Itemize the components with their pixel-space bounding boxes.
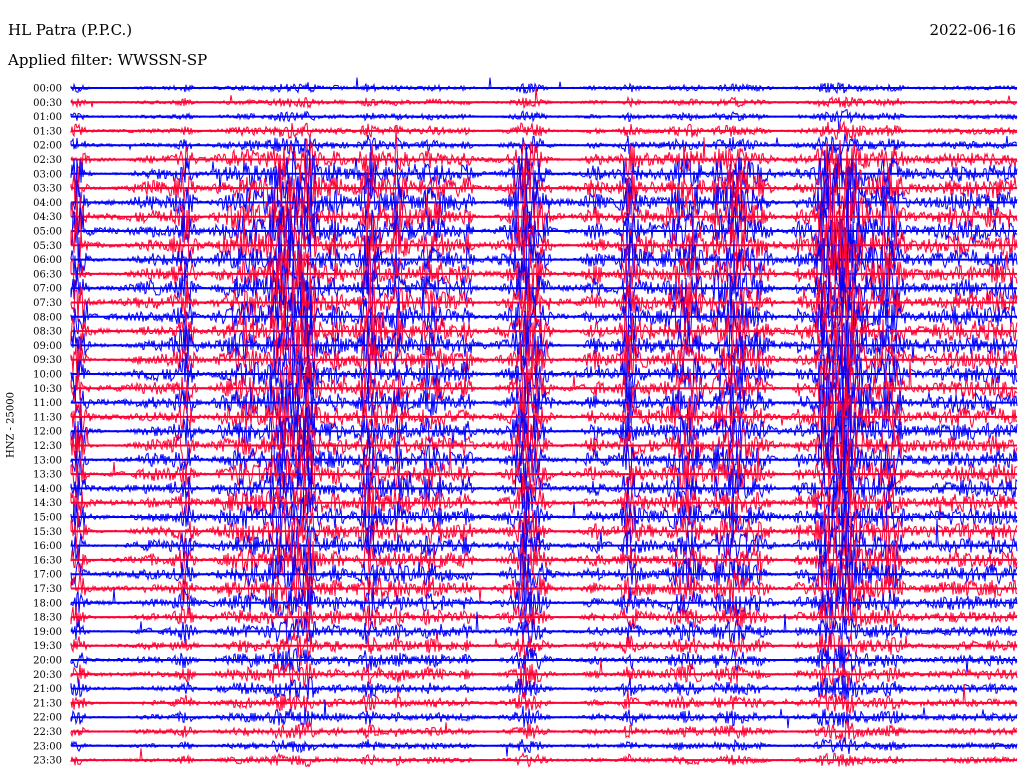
trace-row [70,674,1018,701]
row-time-label: 17:30 [33,584,62,595]
date-label: 2022-06-16 [929,21,1016,39]
trace-row [70,224,1018,293]
trace-row [70,459,1018,518]
trace-row [70,699,1018,729]
trace-row [70,158,1018,222]
row-time-label: 03:00 [33,169,62,180]
trace-row [70,424,1018,492]
row-time-label: 05:00 [33,227,62,238]
trace-row [70,520,1018,585]
row-time-label: 20:00 [33,656,62,667]
row-time-label: 07:30 [33,298,62,309]
row-time-label: 22:30 [33,727,62,738]
row-time-label: 12:30 [33,441,62,452]
row-time-label: 09:30 [33,355,62,366]
row-time-label: 03:30 [33,184,62,195]
row-time-label: 13:00 [33,455,62,466]
row-time-label: 05:30 [33,241,62,252]
filter-label: Applied filter: WWSSN-SP [8,51,208,69]
row-time-label: 22:00 [33,713,62,724]
row-time-label: 11:00 [33,398,62,409]
trace-row [70,475,1018,533]
trace-row [70,388,1017,448]
row-time-label: 16:00 [33,541,62,552]
row-time-label: 23:30 [33,756,62,767]
row-time-label: 23:00 [33,741,62,752]
row-time-label: 21:30 [33,698,62,709]
trace-row [70,748,1018,768]
row-time-label: 15:30 [33,527,62,538]
row-time-label: 00:00 [33,84,62,95]
row-time-label: 01:30 [33,126,62,137]
row-time-label: 11:30 [33,412,62,423]
row-time-label: 14:30 [33,498,62,509]
row-time-label: 04:00 [33,198,62,209]
trace-row [70,87,1018,110]
row-time-label: 18:00 [33,598,62,609]
row-time-label: 14:00 [33,484,62,495]
trace-row [70,258,1018,315]
row-time-label: 17:00 [33,570,62,581]
trace-row [70,660,1018,689]
row-time-label: 16:30 [33,555,62,566]
trace-row [70,363,1018,435]
trace-row [70,109,1018,133]
trace-row [70,272,1018,354]
trace-row [70,133,1018,157]
row-time-label: 20:30 [33,670,62,681]
trace-row [70,264,1018,338]
row-time-label: 09:00 [33,341,62,352]
row-time-label: 00:30 [33,98,62,109]
row-time-label: 10:00 [33,370,62,381]
row-time-label: 02:00 [33,141,62,152]
trace-row [70,163,1018,242]
row-time-label: 10:30 [33,384,62,395]
row-time-label: 04:30 [33,212,62,223]
row-time-label: 13:30 [33,470,62,481]
row-time-label: 19:00 [33,627,62,638]
trace-row [70,187,1018,269]
row-time-label: 02:30 [33,155,62,166]
row-time-label: 07:00 [33,284,62,295]
trace-row [70,579,1018,629]
row-time-label: 01:00 [33,112,62,123]
row-time-label: 21:00 [33,684,62,695]
trace-row [70,514,1018,571]
row-time-label: 06:30 [33,269,62,280]
trace-row [70,77,1018,95]
row-time-label: 08:30 [33,327,62,338]
row-time-label: 12:00 [33,427,62,438]
station-title: HL Patra (P.P.C.) [8,21,133,39]
row-time-label: 06:00 [33,255,62,266]
row-time-label: 15:00 [33,513,62,524]
row-time-label: 18:30 [33,613,62,624]
trace-row [70,126,1018,181]
row-time-label: 19:30 [33,641,62,652]
row-time-label: 08:00 [33,312,62,323]
